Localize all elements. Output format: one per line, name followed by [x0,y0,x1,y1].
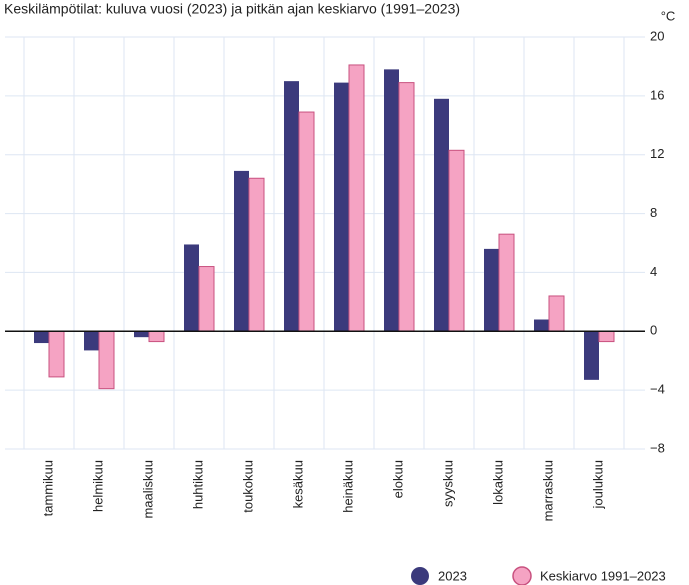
legend-label: Keskiarvo 1991–2023 [540,568,666,583]
y-tick-label: −4 [650,382,665,397]
legend-label: 2023 [438,568,467,583]
x-tick-label: maaliskuu [140,460,155,519]
x-tick-label: tammikuu [40,460,55,516]
bar [198,266,215,332]
x-tick-label: syyskuu [440,460,455,507]
bar [34,331,49,344]
bar [498,233,515,332]
x-tick-label: marraskuu [540,460,555,521]
bar [134,331,149,338]
bar [384,69,399,332]
bar [84,331,99,351]
y-tick-label: −8 [650,440,665,455]
bar [484,248,499,332]
bar [234,170,249,332]
bar [248,177,265,332]
y-tick-label: 0 [650,323,657,338]
bar [284,81,299,332]
bar [98,330,115,390]
legend-swatch [512,566,532,585]
bar [448,149,465,332]
y-tick-label: 16 [650,87,664,102]
bar [348,64,365,332]
bar [334,82,349,332]
bar [534,319,549,332]
x-tick-label: lokakuu [490,460,505,505]
y-tick-label: 4 [650,264,657,279]
chart-title: Keskilämpötilat: kuluva vuosi (2023) ja … [4,1,460,17]
bar [184,244,199,332]
bar [48,330,65,378]
x-tick-label: joulukuu [590,460,605,509]
x-tick-label: toukokuu [240,460,255,513]
legend-swatch [411,567,429,585]
bar [298,111,315,332]
x-tick-label: elokuu [390,460,405,498]
y-tick-label: 8 [650,205,657,220]
y-unit: °C [661,8,676,23]
bar [548,295,565,332]
bar [434,98,449,332]
bar [148,330,165,343]
y-tick-label: 20 [650,28,664,43]
x-tick-label: heinäkuu [340,460,355,513]
bar [584,331,599,380]
x-tick-label: helmikuu [90,460,105,512]
x-tick-label: huhtikuu [190,460,205,509]
bar [598,330,615,343]
y-tick-label: 12 [650,146,664,161]
x-tick-label: kesäkuu [290,460,305,508]
bar [398,82,415,332]
